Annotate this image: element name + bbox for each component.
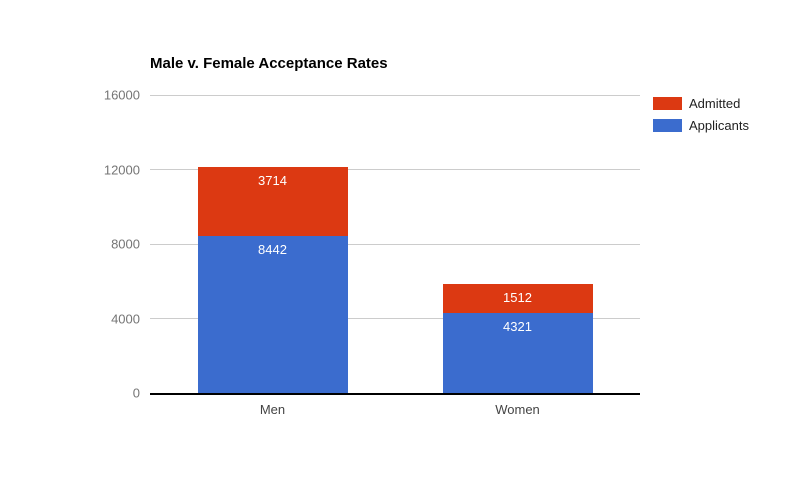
legend-label: Admitted — [689, 96, 741, 111]
bar-value-label: 4321 — [503, 318, 532, 334]
y-tick-label: 0 — [132, 385, 140, 401]
y-tick-label: 4000 — [111, 311, 140, 326]
bar-segment-applicants-men[interactable]: 8442 — [197, 235, 348, 393]
legend-label: Applicants — [689, 118, 749, 133]
legend-swatch-icon — [653, 97, 682, 110]
gridline — [150, 169, 640, 170]
gridline — [150, 94, 640, 96]
bar-value-label: 8442 — [258, 241, 287, 257]
plot-area: 8442 3714 4321 1512 — [150, 94, 640, 395]
y-tick-label: 12000 — [103, 162, 140, 177]
x-category-label-men: Men — [259, 402, 286, 417]
bar-value-label: 3714 — [258, 172, 287, 188]
y-tick-label: 8000 — [111, 236, 140, 252]
chart-title: Male v. Female Acceptance Rates — [150, 55, 388, 72]
legend-item-applicants: Applicants — [653, 118, 749, 133]
bar-value-label: 1512 — [503, 290, 532, 306]
bar-segment-admitted-men[interactable]: 3714 — [197, 166, 348, 236]
y-tick-label: 16000 — [103, 87, 140, 103]
x-category-label-women: Women — [495, 402, 540, 417]
legend-item-admitted: Admitted — [653, 96, 749, 111]
gridline — [150, 318, 640, 319]
bar-segment-admitted-women[interactable]: 1512 — [442, 284, 593, 313]
bar-segment-applicants-women[interactable]: 4321 — [442, 312, 593, 393]
legend: Admitted Applicants — [653, 96, 749, 140]
gridline — [150, 243, 640, 245]
legend-swatch-icon — [653, 119, 682, 132]
